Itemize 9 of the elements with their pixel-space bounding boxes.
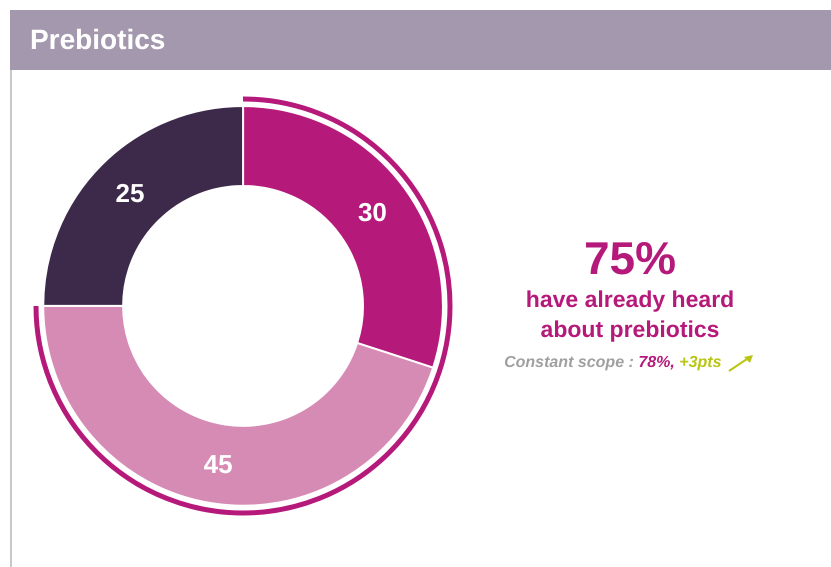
chart-title: Prebiotics [10,10,831,70]
text: 75% [582,232,678,284]
text: Constant scope : [504,354,635,372]
text: 78%, [638,354,676,372]
data-label: 25 [116,178,144,208]
text: +3pts [679,354,722,372]
data-label: 45 [204,448,233,479]
data-label: 30 [358,196,387,227]
text: have already heard about prebiotics [524,285,736,344]
